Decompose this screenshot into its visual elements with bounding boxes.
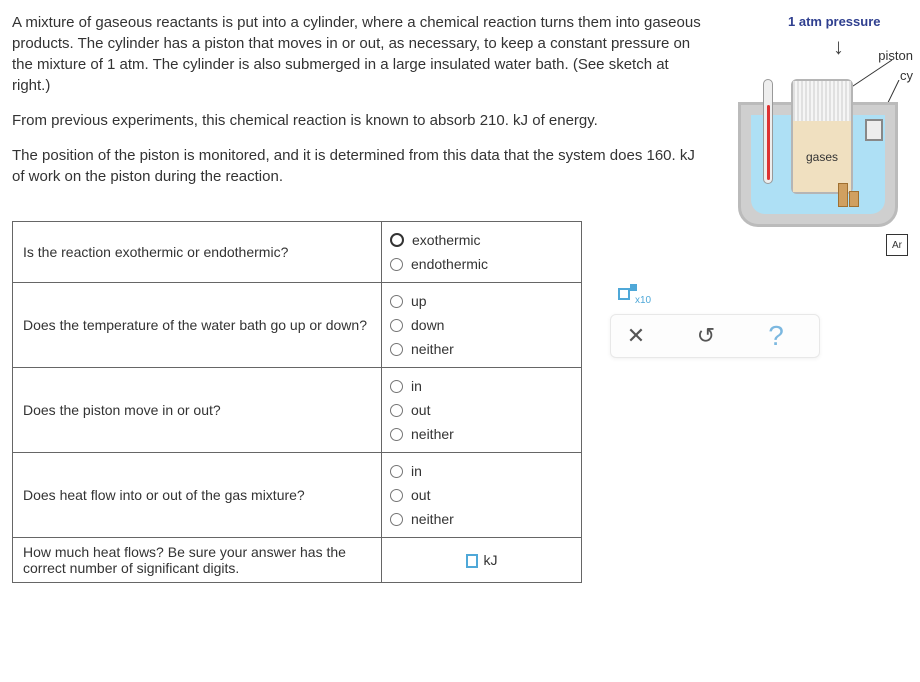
- option-exothermic[interactable]: exothermic: [390, 228, 573, 252]
- option-endothermic[interactable]: endothermic: [390, 252, 573, 276]
- option-in[interactable]: in: [390, 459, 573, 483]
- options-cell: kJ: [382, 538, 582, 583]
- arrow-down-icon: ↓: [833, 34, 844, 60]
- radio-input[interactable]: [390, 428, 403, 441]
- table-row: Does heat flow into or out of the gas mi…: [13, 453, 582, 538]
- undo-button[interactable]: ↺: [695, 325, 717, 347]
- option-label: in: [411, 463, 422, 479]
- option-label: out: [411, 402, 430, 418]
- pressure-label: 1 atm pressure: [788, 14, 881, 29]
- option-neither[interactable]: neither: [390, 337, 573, 361]
- close-button[interactable]: ✕: [625, 325, 647, 347]
- water-bath: gases: [738, 102, 898, 227]
- radio-input[interactable]: [390, 319, 403, 332]
- ar-badge: Ar: [886, 234, 908, 256]
- radio-input[interactable]: [390, 404, 403, 417]
- radio-highlighted-icon[interactable]: [390, 233, 404, 247]
- question-cell: Does the temperature of the water bath g…: [13, 283, 382, 368]
- options-cell: in out neither: [382, 453, 582, 538]
- hint-checkbox-icon: [618, 288, 630, 300]
- hint-square-icon: [630, 284, 637, 291]
- side-panel: x10 ✕ ↺ ?: [610, 288, 820, 358]
- option-neither[interactable]: neither: [390, 422, 573, 446]
- option-down[interactable]: down: [390, 313, 573, 337]
- answer-input-box[interactable]: [466, 554, 478, 568]
- table-row: Does the temperature of the water bath g…: [13, 283, 582, 368]
- heater-icon: [865, 119, 883, 141]
- radio-input[interactable]: [390, 380, 403, 393]
- option-label: neither: [411, 426, 454, 442]
- radio-input[interactable]: [390, 258, 403, 271]
- question-cell: Is the reaction exothermic or endothermi…: [13, 222, 382, 283]
- table-row: How much heat flows? Be sure your answer…: [13, 538, 582, 583]
- radio-input[interactable]: [390, 465, 403, 478]
- option-label: down: [411, 317, 444, 333]
- table-row: Is the reaction exothermic or endothermi…: [13, 222, 582, 283]
- options-cell: up down neither: [382, 283, 582, 368]
- option-label: neither: [411, 511, 454, 527]
- piston-head: [793, 81, 851, 121]
- control-bar: ✕ ↺ ?: [610, 314, 820, 358]
- radio-input[interactable]: [390, 343, 403, 356]
- table-row: Does the piston move in or out? in out n…: [13, 368, 582, 453]
- radio-input[interactable]: [390, 295, 403, 308]
- question-table: Is the reaction exothermic or endothermi…: [12, 221, 582, 583]
- question-cell: Does heat flow into or out of the gas mi…: [13, 453, 382, 538]
- option-label: up: [411, 293, 427, 309]
- help-button[interactable]: ?: [765, 325, 787, 347]
- question-cell: Does the piston move in or out?: [13, 368, 382, 453]
- hint-widget[interactable]: x10: [618, 288, 820, 300]
- options-cell: exothermic endothermic: [382, 222, 582, 283]
- prompt-paragraph-1: A mixture of gaseous reactants is put in…: [12, 12, 708, 96]
- option-neither[interactable]: neither: [390, 507, 573, 531]
- thermometer-icon: [763, 79, 773, 184]
- prompt-paragraph-3: The position of the piston is monitored,…: [12, 145, 708, 187]
- option-label: exothermic: [412, 232, 480, 248]
- radio-input[interactable]: [390, 513, 403, 526]
- option-label: neither: [411, 341, 454, 357]
- option-up[interactable]: up: [390, 289, 573, 313]
- option-label: in: [411, 378, 422, 394]
- option-out[interactable]: out: [390, 398, 573, 422]
- option-in[interactable]: in: [390, 374, 573, 398]
- question-cell: How much heat flows? Be sure your answer…: [13, 538, 382, 583]
- options-cell: in out neither: [382, 368, 582, 453]
- option-label: endothermic: [411, 256, 488, 272]
- unit-label: kJ: [483, 552, 497, 568]
- radio-input[interactable]: [390, 489, 403, 502]
- option-label: out: [411, 487, 430, 503]
- prompt-paragraph-2: From previous experiments, this chemical…: [12, 110, 708, 131]
- hint-sub-label: x10: [635, 295, 651, 306]
- cylinder: gases: [791, 79, 853, 194]
- option-out[interactable]: out: [390, 483, 573, 507]
- weights-icon: [836, 181, 862, 207]
- apparatus-sketch: 1 atm pressure ↓ piston cy gases Ar: [733, 12, 908, 232]
